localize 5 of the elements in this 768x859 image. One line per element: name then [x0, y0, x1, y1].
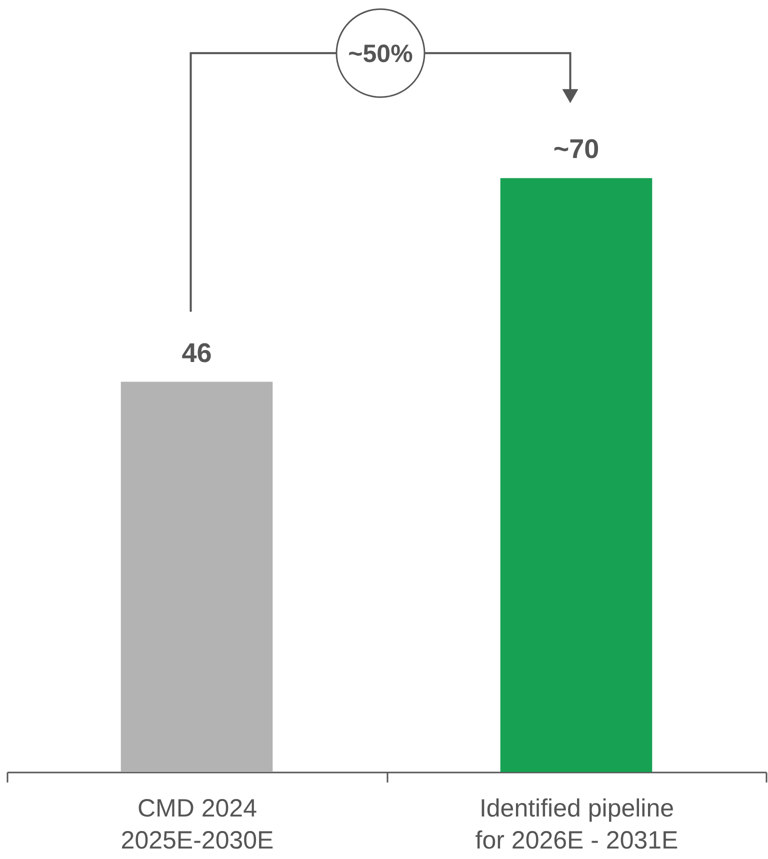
x-tick-label: Identified pipeline for 2026E - 2031E	[475, 794, 678, 854]
x-tick-label: CMD 2024 2025E-2030E	[120, 794, 274, 854]
data-label: 46	[182, 338, 212, 368]
data-label: ~70	[553, 134, 600, 164]
text: ~50%	[348, 40, 413, 68]
